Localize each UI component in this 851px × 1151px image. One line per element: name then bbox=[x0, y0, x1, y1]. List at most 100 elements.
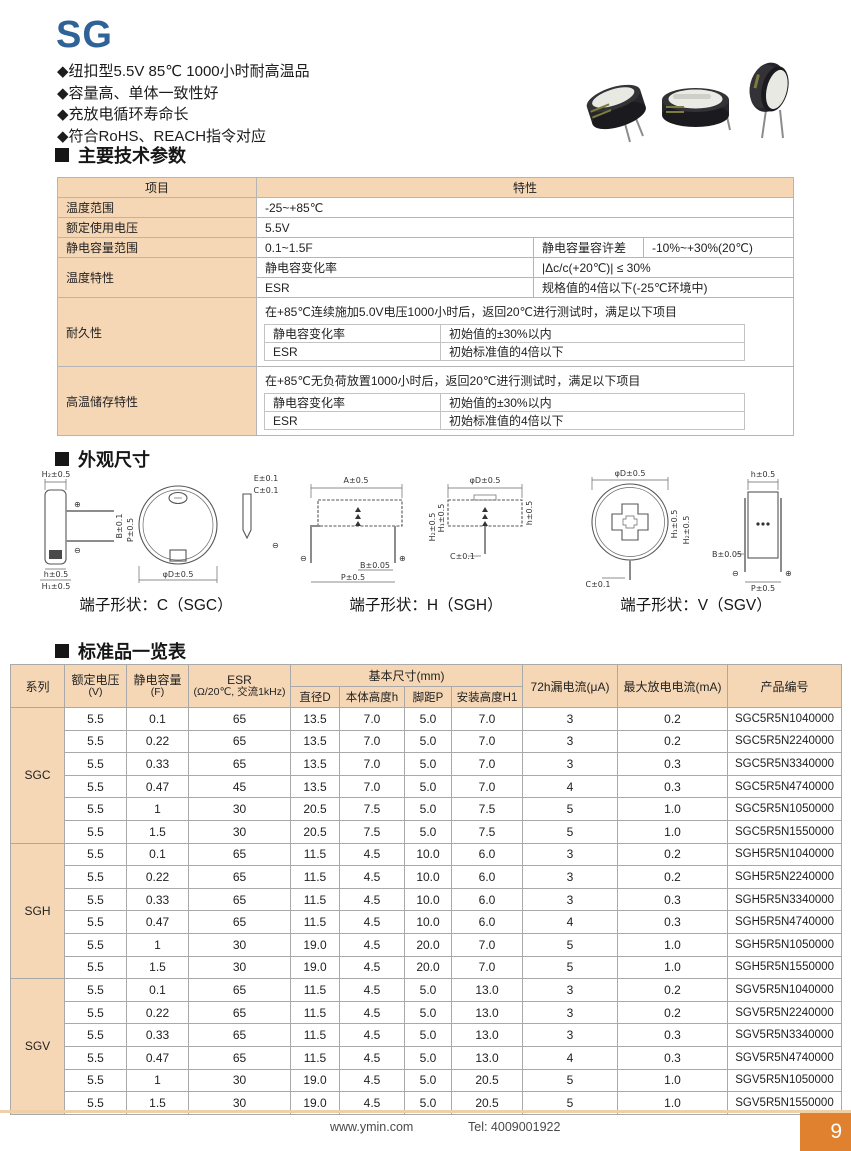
dim-label: φD±0.5 bbox=[470, 476, 501, 485]
cell-esr: 65 bbox=[188, 978, 291, 1002]
row-label: 额定使用电压 bbox=[57, 217, 257, 238]
cell-diameter: 11.5 bbox=[290, 978, 340, 1002]
col-header-series: 系列 bbox=[10, 664, 65, 708]
polarity-symbol: ⊖ bbox=[74, 546, 81, 555]
cell-part-number: SGV5R5N4740000 bbox=[727, 1045, 842, 1070]
row-label: 温度特性 bbox=[57, 257, 257, 298]
cell-lead-pitch: 5.0 bbox=[404, 1068, 452, 1093]
cell-capacitance: 1 bbox=[126, 1068, 189, 1093]
cell-body-height: 4.5 bbox=[339, 910, 405, 934]
series-cell: SGC bbox=[10, 707, 65, 844]
cell-part-number: SGC5R5N1040000 bbox=[727, 707, 842, 731]
cell-part-number: SGC5R5N2240000 bbox=[727, 729, 842, 754]
row-value: 初始值的±30%以内 bbox=[440, 324, 745, 343]
cell-max-discharge-current: 0.2 bbox=[617, 865, 728, 889]
row-value: 0.1~1.5F bbox=[256, 237, 534, 258]
col-header-body-height: 本体高度h bbox=[339, 686, 405, 708]
cell-esr: 65 bbox=[188, 865, 291, 889]
cell-lead-pitch: 10.0 bbox=[404, 842, 452, 867]
row-label: 耐久性 bbox=[57, 297, 257, 367]
dim-label: C±0.1 bbox=[253, 486, 278, 495]
cell-leakage-current: 3 bbox=[522, 1000, 618, 1025]
cell-diameter: 19.0 bbox=[290, 1068, 340, 1093]
cell-diameter: 11.5 bbox=[290, 1000, 340, 1025]
cell-rated-voltage: 5.5 bbox=[64, 707, 127, 731]
cell-lead-pitch: 5.0 bbox=[404, 797, 452, 821]
series-cell: SGH bbox=[10, 842, 65, 980]
table-row: ESR 初始标准值的4倍以下 bbox=[264, 342, 745, 361]
cell-capacitance: 0.22 bbox=[126, 1000, 189, 1025]
col-header-mounting-height: 安装高度H1 bbox=[451, 686, 523, 708]
cell-lead-pitch: 10.0 bbox=[404, 910, 452, 934]
cell-esr: 30 bbox=[188, 1091, 291, 1115]
dim-label: C±0.1 bbox=[450, 552, 475, 561]
cell-lead-pitch: 20.0 bbox=[404, 932, 452, 957]
col-header-capacitance: 静电容量 (F) bbox=[126, 664, 189, 708]
table-row: SGH 5.5 0.1 65 11.5 4.5 10.0 6.0 3 0.2 SGH5R5N1040… bbox=[10, 842, 842, 980]
dim-label: P±0.5 bbox=[126, 518, 135, 542]
cell-max-discharge-current: 1.0 bbox=[617, 819, 728, 844]
cell-max-discharge-current: 1.0 bbox=[617, 932, 728, 957]
table-row: 项目 特性 bbox=[57, 177, 794, 198]
section-marker bbox=[55, 644, 69, 658]
dim-label: H₂±0.5 bbox=[428, 513, 437, 542]
dim-label: H₁±0.5 bbox=[42, 582, 71, 591]
cell-lead-pitch: 5.0 bbox=[404, 752, 452, 776]
cell-capacitance: 1.5 bbox=[126, 1091, 189, 1115]
drawing-caption: 端子形状：V（SGV） bbox=[620, 597, 772, 614]
cell-diameter: 20.5 bbox=[290, 797, 340, 821]
cell-esr: 65 bbox=[188, 1000, 291, 1025]
cell-mounting-height: 7.0 bbox=[451, 752, 523, 776]
footer-divider bbox=[0, 1110, 851, 1113]
row-value: 5.5V bbox=[256, 217, 794, 238]
cell-lead-pitch: 5.0 bbox=[404, 707, 452, 731]
cell-max-discharge-current: 0.2 bbox=[617, 707, 728, 731]
cell-leakage-current: 4 bbox=[522, 1045, 618, 1070]
polarity-symbol: ⊖ bbox=[300, 554, 307, 563]
cell-leakage-current: 3 bbox=[522, 729, 618, 754]
table-row: 5.5 0.22 65 11.5 4.5 10.0 6.0 3 0.2 SGH5R5N224000… bbox=[11, 865, 842, 889]
cell-rated-voltage: 5.5 bbox=[64, 1045, 127, 1070]
cell-capacitance: 0.22 bbox=[126, 865, 189, 889]
cell-esr: 30 bbox=[188, 1068, 291, 1093]
cell-rated-voltage: 5.5 bbox=[64, 1000, 127, 1025]
cell-mounting-height: 6.0 bbox=[451, 887, 523, 912]
cell-mounting-height: 7.0 bbox=[451, 729, 523, 754]
cell-leakage-current: 3 bbox=[522, 752, 618, 776]
cell-capacitance: 1.5 bbox=[126, 819, 189, 844]
cell-max-discharge-current: 0.3 bbox=[617, 910, 728, 934]
cell-mounting-height: 7.0 bbox=[451, 707, 523, 731]
params-table: 项目 特性 温度范围 -25~+85℃ 额定使用电压 5.5V 静电容量范围 0… bbox=[57, 177, 794, 436]
cell-esr: 30 bbox=[188, 932, 291, 957]
table-row: 5.5 0.33 65 13.5 7.0 5.0 7.0 3 0.3 SGC5R5N3340000 bbox=[11, 752, 842, 776]
cell-body-height: 4.5 bbox=[339, 1045, 405, 1070]
cell-diameter: 20.5 bbox=[290, 819, 340, 844]
cell-part-number: SGH5R5N4740000 bbox=[727, 910, 842, 934]
cell-leakage-current: 3 bbox=[522, 865, 618, 889]
dim-label: H₂±0.5 bbox=[682, 516, 691, 545]
cell-body-height: 4.5 bbox=[339, 1091, 405, 1115]
cell-diameter: 11.5 bbox=[290, 865, 340, 889]
series-cell: SGV bbox=[10, 978, 65, 1115]
cell-diameter: 13.5 bbox=[290, 752, 340, 776]
cell-mounting-height: 13.0 bbox=[451, 978, 523, 1002]
cell-lead-pitch: 5.0 bbox=[404, 1023, 452, 1047]
dim-label: B±0.05 bbox=[360, 561, 390, 570]
cell-part-number: SGH5R5N2240000 bbox=[727, 865, 842, 889]
row-key: 静电容变化率 bbox=[264, 393, 441, 412]
row-value: -25~+85℃ bbox=[256, 197, 794, 218]
dim-label: P±0.5 bbox=[341, 573, 365, 582]
cell-leakage-current: 5 bbox=[522, 1091, 618, 1115]
cell-lead-pitch: 5.0 bbox=[404, 1091, 452, 1115]
cell-leakage-current: 5 bbox=[522, 955, 618, 980]
nested-table: 静电容变化率 初始值的±30%以内 ESR 初始标准值的4倍以下 bbox=[264, 393, 745, 430]
cell-lead-pitch: 5.0 bbox=[404, 819, 452, 844]
cell-diameter: 11.5 bbox=[290, 1023, 340, 1047]
table-row: ESR 初始标准值的4倍以下 bbox=[264, 411, 745, 430]
row-label: 温度范围 bbox=[57, 197, 257, 218]
table-row: 5.5 0.47 65 11.5 4.5 10.0 6.0 4 0.3 SGH5R5N474000… bbox=[11, 910, 842, 934]
cell-rated-voltage: 5.5 bbox=[64, 797, 127, 821]
cell-rated-voltage: 5.5 bbox=[64, 865, 127, 889]
row-value: 初始标准值的4倍以下 bbox=[440, 411, 745, 430]
cell-mounting-height: 13.0 bbox=[451, 1000, 523, 1025]
